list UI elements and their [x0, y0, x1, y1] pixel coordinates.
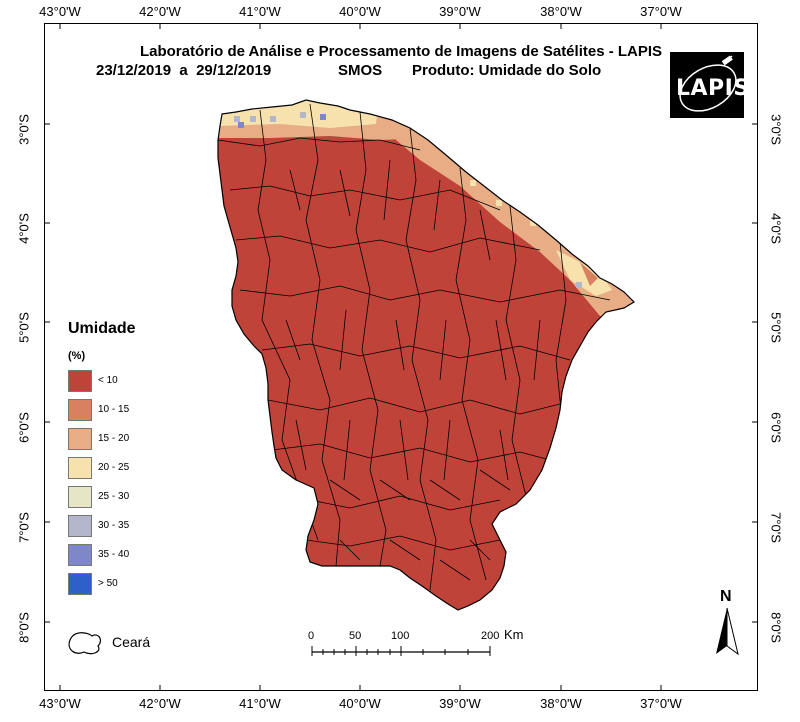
legend-title: Umidade	[68, 320, 136, 337]
lon-label-bottom: 43°0'W	[39, 696, 81, 711]
legend-swatch	[68, 457, 92, 479]
lon-label-top: 38°0'W	[540, 4, 582, 19]
map-sensor: SMOS	[338, 62, 383, 79]
legend-swatch	[68, 370, 92, 392]
lon-label-bottom: 39°0'W	[439, 696, 481, 711]
scale-tick-label: 0	[308, 630, 315, 642]
map-product: Produto: Umidade do Solo	[412, 62, 602, 79]
lon-label-top: 42°0'W	[139, 4, 181, 19]
north-arrow-icon	[716, 607, 739, 656]
ceara-symbol-icon	[68, 632, 102, 655]
ceara-label: Ceará	[112, 634, 151, 650]
lon-label-top: 43°0'W	[39, 4, 81, 19]
scale-tick-label: 100	[391, 630, 410, 642]
scale-tick-label: 50	[349, 630, 362, 642]
state-outline	[217, 99, 635, 611]
satellite-icon	[679, 55, 737, 112]
municipal-boundaries	[218, 103, 611, 591]
legend-swatch	[68, 428, 92, 450]
north-label: N	[720, 588, 732, 605]
scale-bar	[311, 646, 491, 656]
legend-swatch	[68, 573, 92, 595]
dry-soil-area	[218, 100, 634, 610]
legend-label: < 10	[98, 375, 118, 386]
lon-label-top: 39°0'W	[439, 4, 481, 19]
legend-label: 25 - 30	[98, 491, 130, 502]
legend-swatch	[68, 486, 92, 508]
lapis-logo: LAPIS	[670, 52, 749, 118]
legend-unit: (%)	[68, 350, 86, 362]
scale-tick-label: 200	[481, 630, 500, 642]
legend-label: 35 - 40	[98, 549, 130, 560]
lon-label-top: 37°0'W	[640, 4, 682, 19]
scale-unit: Km	[504, 627, 524, 642]
map-title: Laboratório de Análise e Processamento d…	[139, 43, 663, 60]
lon-label-bottom: 38°0'W	[540, 696, 582, 711]
lon-label-bottom: 42°0'W	[139, 696, 181, 711]
logo-text: LAPIS	[676, 76, 750, 101]
lon-label-bottom: 41°0'W	[239, 696, 281, 711]
legend-swatch	[68, 515, 92, 537]
legend-label: 30 - 35	[98, 520, 130, 531]
lon-label-top: 40°0'W	[339, 4, 381, 19]
legend-swatch	[68, 399, 92, 421]
graticule-ticks	[44, 23, 758, 691]
legend-label: 15 - 20	[98, 433, 130, 444]
legend-label: > 50	[98, 578, 118, 589]
legend-label: 10 - 15	[98, 404, 130, 415]
lon-label-bottom: 40°0'W	[339, 696, 381, 711]
map-period: 23/12/2019 a 29/12/2019	[96, 62, 272, 79]
legend-swatch	[68, 544, 92, 566]
lon-label-bottom: 37°0'W	[640, 696, 682, 711]
lon-label-top: 41°0'W	[239, 4, 281, 19]
legend-label: 20 - 25	[98, 462, 130, 473]
